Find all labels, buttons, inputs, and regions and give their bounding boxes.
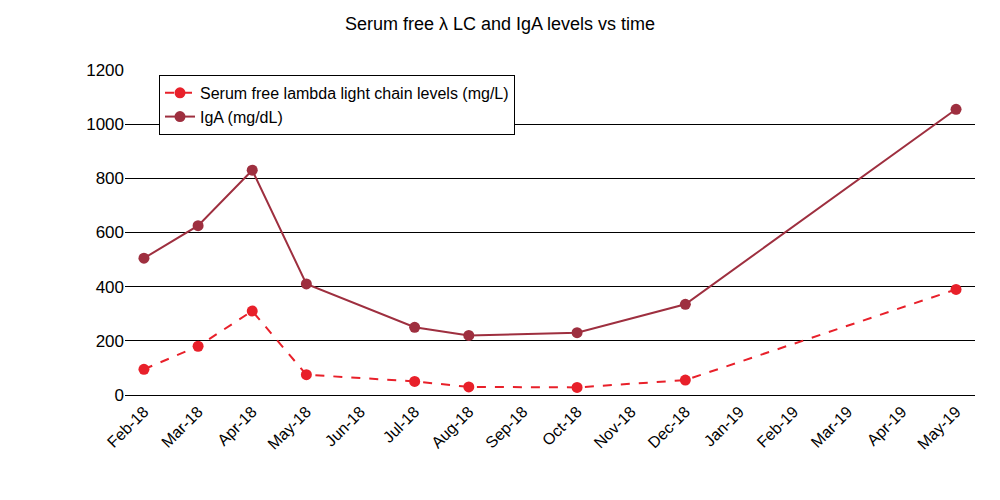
- svg-text:Apr-18: Apr-18: [214, 403, 260, 449]
- svg-text:Oct-18: Oct-18: [539, 403, 585, 449]
- svg-text:1000: 1000: [86, 115, 124, 134]
- svg-text:Dec-18: Dec-18: [645, 403, 694, 452]
- svg-text:IgA (mg/dL): IgA (mg/dL): [200, 109, 283, 126]
- svg-text:Feb-18: Feb-18: [104, 403, 152, 451]
- svg-text:Apr-19: Apr-19: [864, 403, 910, 449]
- svg-text:Jan-19: Jan-19: [701, 403, 748, 450]
- svg-text:Serum free λ LC and IgA levels: Serum free λ LC and IgA levels vs time: [345, 14, 655, 34]
- svg-text:Serum free lambda light chain: Serum free lambda light chain levels (mg…: [200, 85, 509, 102]
- svg-text:Jul-18: Jul-18: [380, 403, 423, 446]
- svg-text:1200: 1200: [86, 61, 124, 80]
- svg-text:600: 600: [96, 223, 124, 242]
- svg-text:400: 400: [96, 278, 124, 297]
- svg-text:800: 800: [96, 169, 124, 188]
- svg-text:May-18: May-18: [264, 403, 314, 453]
- svg-text:Jun-18: Jun-18: [322, 403, 369, 450]
- svg-text:0: 0: [115, 386, 124, 405]
- svg-text:Aug-18: Aug-18: [428, 403, 477, 452]
- svg-text:Mar-19: Mar-19: [808, 403, 856, 451]
- svg-text:Nov-18: Nov-18: [590, 403, 639, 452]
- svg-text:Feb-19: Feb-19: [754, 403, 802, 451]
- svg-text:Mar-18: Mar-18: [158, 403, 206, 451]
- svg-text:200: 200: [96, 332, 124, 351]
- svg-text:May-19: May-19: [914, 403, 964, 453]
- svg-text:Sep-18: Sep-18: [482, 403, 531, 452]
